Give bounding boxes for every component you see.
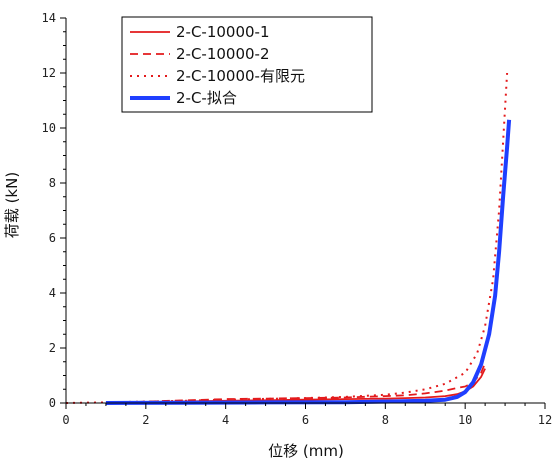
y-tick-label: 8 [49, 176, 56, 190]
series-line-2 [109, 362, 486, 404]
legend: 2-C-10000-1 2-C-10000-2 2-C-10000-有限元 2-C-拟… [121, 16, 373, 113]
x-tick-label: 8 [382, 413, 389, 427]
y-tick-label: 10 [42, 121, 56, 135]
y-tick-label: 6 [49, 231, 56, 245]
x-tick-label: 12 [538, 413, 552, 427]
legend-label-3: 2-C-10000-有限元 [176, 67, 305, 85]
x-axis-title: 位移 (mm) [268, 442, 344, 460]
y-axis-title: 荷载 (kN) [3, 172, 21, 238]
legend-label-4: 2-C-拟合 [176, 89, 237, 107]
x-tick-label: 2 [142, 413, 149, 427]
series-line-3 [65, 72, 509, 404]
y-tick-label: 2 [49, 341, 56, 355]
x-tick-label: 10 [458, 413, 472, 427]
legend-label-1: 2-C-10000-1 [176, 23, 270, 41]
y-tick-label: 4 [49, 286, 56, 300]
x-tick-label: 4 [222, 413, 229, 427]
plot-area [65, 72, 512, 405]
axes: 0 2 4 6 8 10 12 0 2 4 6 8 10 12 14 [42, 11, 553, 427]
y-tick-label: 0 [49, 396, 56, 410]
x-tick-label: 6 [302, 413, 309, 427]
legend-label-2: 2-C-10000-2 [176, 45, 270, 63]
y-tick-label: 14 [42, 11, 56, 25]
series-line-4 [105, 119, 512, 405]
x-tick-label: 0 [62, 413, 69, 427]
y-tick-label: 12 [42, 66, 56, 80]
